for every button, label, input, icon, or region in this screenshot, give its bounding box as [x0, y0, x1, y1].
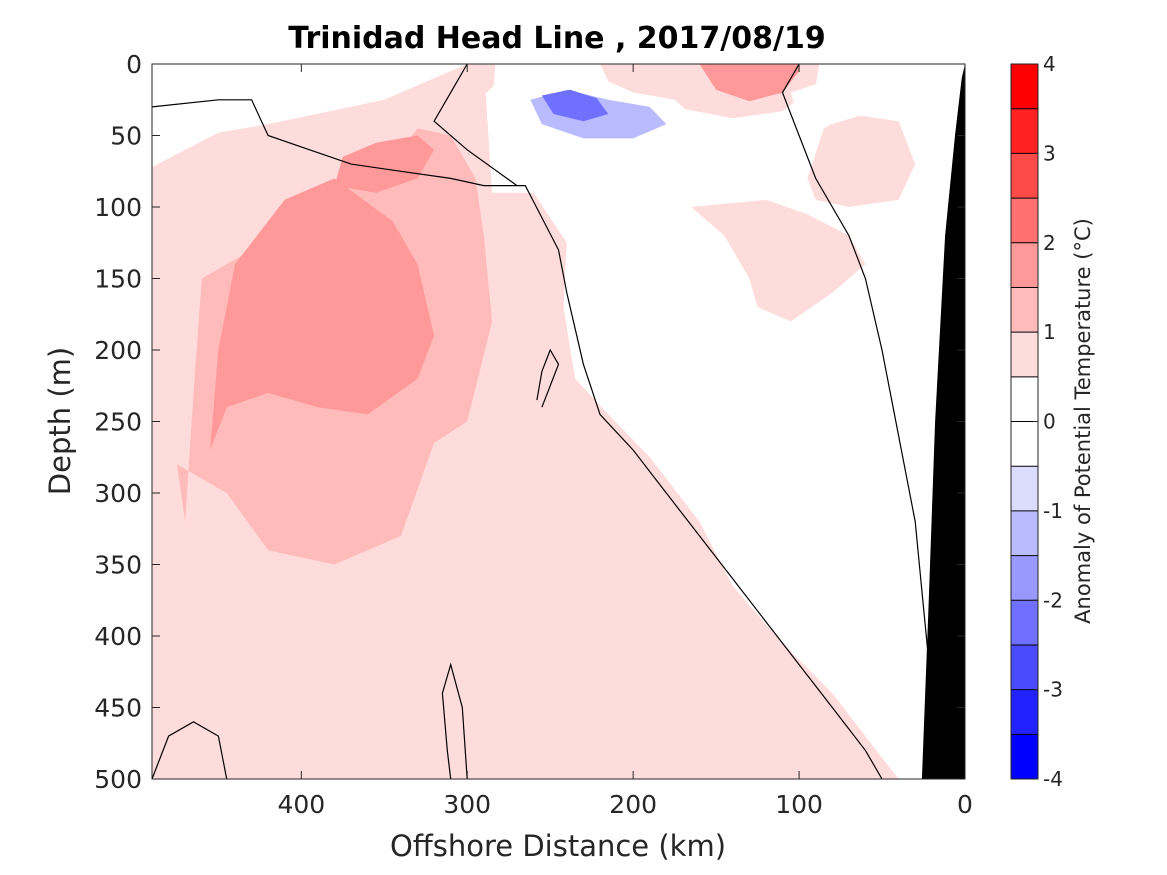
colorbar-band — [1011, 734, 1038, 780]
zero-contour-layer — [151, 63, 941, 780]
colorbar-bands — [1011, 64, 1038, 780]
anomaly-fill-layer — [152, 64, 916, 779]
plot-area — [151, 63, 966, 780]
anomaly-region — [467, 64, 496, 96]
y-tick-label: 200 — [94, 336, 142, 365]
colorbar-band — [1011, 198, 1038, 244]
x-tick-label: 0 — [957, 790, 973, 819]
colorbar-ticks: 4 3 2 1 0 -1 -2 -3 -4 — [1033, 52, 1063, 791]
anomaly-region — [895, 607, 912, 751]
x-tick-label: 400 — [277, 790, 325, 819]
colorbar-band — [1011, 287, 1038, 333]
land-mask — [921, 64, 965, 779]
colorbar-tick-label: -3 — [1043, 678, 1063, 702]
colorbar-tick-label: 1 — [1043, 320, 1056, 344]
zero-contour-line — [151, 721, 228, 780]
colorbar-band — [1011, 600, 1038, 646]
zero-contour-line — [536, 348, 560, 408]
y-tick-label: 500 — [94, 765, 142, 794]
y-tick-label: 350 — [94, 551, 142, 580]
zero-contour-line — [151, 99, 883, 780]
y-tick-label: 150 — [94, 265, 142, 294]
y-tick-label: 100 — [94, 193, 142, 222]
colorbar-band — [1011, 555, 1038, 601]
colorbar-tick-label: 0 — [1043, 410, 1056, 434]
anomaly-region — [210, 178, 435, 451]
zero-contour-line — [781, 63, 941, 780]
colorbar-label: Anomaly of Potential Temperature (°C) — [1071, 218, 1095, 624]
anomaly-region — [334, 135, 435, 193]
anomaly-region — [807, 114, 916, 207]
anomaly-region — [699, 64, 800, 102]
colorbar-band — [1011, 644, 1038, 690]
colorbar-band — [1011, 242, 1038, 288]
colorbar-tick-label: -2 — [1043, 588, 1063, 612]
colorbar-band — [1011, 64, 1038, 109]
x-tick-label: 100 — [775, 790, 823, 819]
chart-title: Trinidad Head Line , 2017/08/19 — [288, 21, 825, 56]
y-tick-label: 50 — [110, 122, 142, 151]
colorbar-band — [1011, 108, 1038, 154]
zero-contour-line — [433, 63, 518, 187]
colorbar-tick-label: -1 — [1043, 499, 1063, 523]
x-axis-label: Offshore Distance (km) — [390, 829, 726, 863]
anomaly-region — [152, 118, 194, 143]
y-axis-label: Depth (m) — [43, 347, 77, 495]
y-tick-label: 0 — [126, 50, 142, 79]
y-tick-label: 250 — [94, 408, 142, 437]
anomaly-region — [691, 199, 866, 322]
colorbar-tick-label: 2 — [1043, 231, 1056, 255]
anomaly-region — [790, 81, 866, 125]
colorbar: 4 3 2 1 0 -1 -2 -3 -4 Anomaly of Potential Tempe… — [1010, 52, 1095, 791]
colorbar-band — [1011, 376, 1038, 422]
colorbar-band — [1011, 332, 1038, 378]
x-tick-label: 300 — [443, 790, 491, 819]
zero-contour-line — [441, 662, 468, 780]
anomaly-region — [541, 89, 609, 122]
colorbar-tick-label: 3 — [1043, 141, 1056, 165]
x-axis: 400 300 200 100 0 — [277, 64, 973, 819]
colorbar-tick-label: 4 — [1043, 52, 1056, 76]
y-tick-label: 300 — [94, 479, 142, 508]
colorbar-band — [1011, 689, 1038, 735]
x-tick-label: 200 — [609, 790, 657, 819]
colorbar-band — [1011, 421, 1038, 467]
colorbar-band — [1011, 510, 1038, 556]
colorbar-tick-label: -4 — [1043, 767, 1063, 791]
y-tick-label: 450 — [94, 694, 142, 723]
colorbar-band — [1011, 153, 1038, 199]
colorbar-band — [1011, 466, 1038, 512]
y-tick-label: 400 — [94, 622, 142, 651]
y-axis: 0 50 100 150 200 250 300 350 400 450 500 — [94, 50, 965, 794]
